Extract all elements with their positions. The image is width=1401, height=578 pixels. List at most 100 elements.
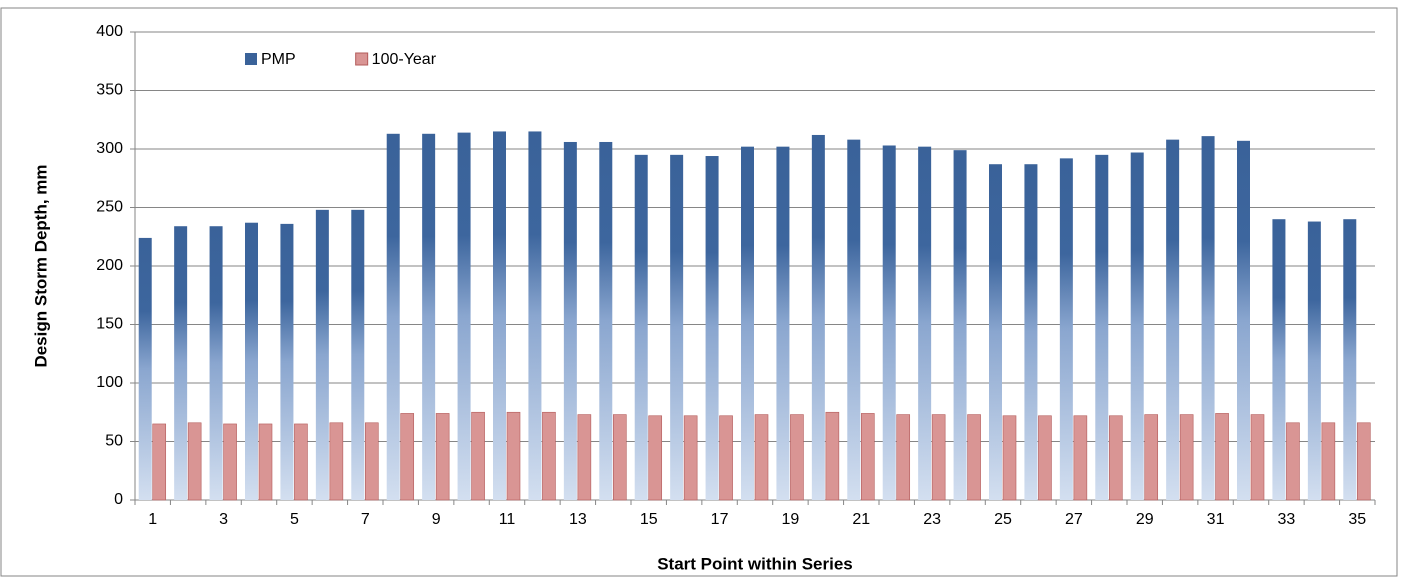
x-tick-label: 17 bbox=[711, 511, 729, 528]
bar bbox=[1237, 140, 1250, 500]
bar bbox=[776, 146, 790, 500]
x-tick-label: 25 bbox=[994, 511, 1012, 528]
y-tick-label: 300 bbox=[96, 140, 123, 157]
x-tick-label: 31 bbox=[1207, 511, 1225, 528]
y-tick-label: 150 bbox=[96, 316, 123, 333]
bar bbox=[435, 413, 450, 501]
bar bbox=[860, 413, 875, 501]
bar bbox=[918, 146, 932, 500]
bar bbox=[790, 414, 804, 501]
bar bbox=[989, 164, 1002, 500]
bar bbox=[1286, 422, 1300, 501]
bar bbox=[1272, 219, 1286, 500]
bar bbox=[882, 145, 896, 501]
bar bbox=[1356, 422, 1371, 501]
bar bbox=[741, 146, 754, 500]
x-axis-title: Start Point within Series bbox=[657, 554, 853, 573]
bar bbox=[187, 422, 202, 501]
x-tick-label: 7 bbox=[361, 511, 370, 528]
bar bbox=[811, 134, 825, 500]
y-tick-label: 250 bbox=[96, 199, 123, 216]
bar bbox=[1059, 158, 1073, 501]
bar bbox=[294, 423, 308, 501]
x-tick-label: 3 bbox=[219, 511, 228, 528]
bar bbox=[1250, 414, 1265, 501]
bar bbox=[754, 414, 769, 501]
bar bbox=[599, 141, 613, 501]
bar bbox=[329, 422, 344, 501]
y-tick-label: 0 bbox=[114, 491, 123, 508]
bar bbox=[315, 209, 329, 500]
bar bbox=[457, 132, 471, 500]
bar bbox=[542, 411, 556, 501]
y-tick-label: 350 bbox=[96, 82, 123, 99]
bar bbox=[1144, 414, 1159, 501]
bar bbox=[1038, 415, 1052, 501]
y-axis-title: Design Storm Depth, mm bbox=[31, 164, 50, 367]
x-tick-label: 15 bbox=[640, 511, 658, 528]
x-tick-label: 11 bbox=[499, 511, 516, 528]
bar bbox=[705, 156, 719, 500]
bar bbox=[719, 415, 733, 501]
bar bbox=[896, 414, 911, 501]
bar bbox=[422, 133, 436, 501]
bar bbox=[1073, 415, 1088, 501]
bar bbox=[493, 131, 506, 500]
bar bbox=[612, 414, 627, 501]
bar bbox=[174, 226, 188, 500]
bar bbox=[1002, 415, 1017, 501]
x-tick-label: 5 bbox=[290, 511, 299, 528]
bar bbox=[1108, 415, 1123, 501]
x-tick-label: 19 bbox=[782, 511, 800, 528]
bar bbox=[386, 133, 400, 501]
bar bbox=[245, 222, 258, 500]
x-tick-label: 1 bbox=[148, 511, 157, 528]
legend-label: PMP bbox=[261, 51, 296, 68]
bar bbox=[648, 415, 663, 501]
bar bbox=[683, 415, 698, 501]
bar bbox=[351, 209, 365, 500]
bar bbox=[209, 226, 223, 500]
x-tick-label: 23 bbox=[923, 511, 941, 528]
x-tick-label: 21 bbox=[852, 511, 870, 528]
bar bbox=[953, 150, 967, 501]
x-tick-label: 35 bbox=[1348, 511, 1366, 528]
bar bbox=[1343, 219, 1357, 500]
bar bbox=[1307, 221, 1321, 501]
x-tick-label: 27 bbox=[1065, 511, 1083, 528]
bar bbox=[506, 411, 521, 501]
legend-label: 100-Year bbox=[372, 51, 437, 68]
bar bbox=[1215, 413, 1229, 501]
bar bbox=[152, 423, 167, 501]
bar bbox=[280, 223, 294, 500]
bar bbox=[138, 237, 152, 501]
bar bbox=[967, 414, 981, 501]
x-tick-label: 9 bbox=[432, 511, 441, 528]
y-tick-label: 100 bbox=[96, 374, 123, 391]
bar bbox=[847, 139, 861, 500]
x-tick-label: 29 bbox=[1136, 511, 1154, 528]
bar bbox=[364, 422, 379, 501]
bar bbox=[1166, 139, 1180, 500]
bar bbox=[670, 154, 684, 500]
bar bbox=[1130, 152, 1144, 500]
bar bbox=[1095, 154, 1109, 500]
bar bbox=[1201, 136, 1215, 500]
bar bbox=[223, 423, 237, 501]
legend-swatch bbox=[245, 53, 257, 65]
bar bbox=[825, 411, 840, 501]
x-tick-label: 13 bbox=[569, 511, 587, 528]
y-tick-label: 200 bbox=[96, 257, 123, 274]
y-tick-label: 50 bbox=[105, 433, 123, 450]
bar bbox=[563, 141, 577, 501]
x-tick-label: 33 bbox=[1278, 511, 1296, 528]
bar bbox=[634, 154, 648, 500]
legend-swatch bbox=[355, 52, 369, 66]
bar bbox=[471, 411, 485, 501]
bar bbox=[258, 423, 273, 501]
bar bbox=[528, 131, 542, 500]
bar bbox=[577, 414, 592, 501]
y-tick-label: 400 bbox=[96, 23, 123, 40]
bar bbox=[1179, 414, 1194, 501]
